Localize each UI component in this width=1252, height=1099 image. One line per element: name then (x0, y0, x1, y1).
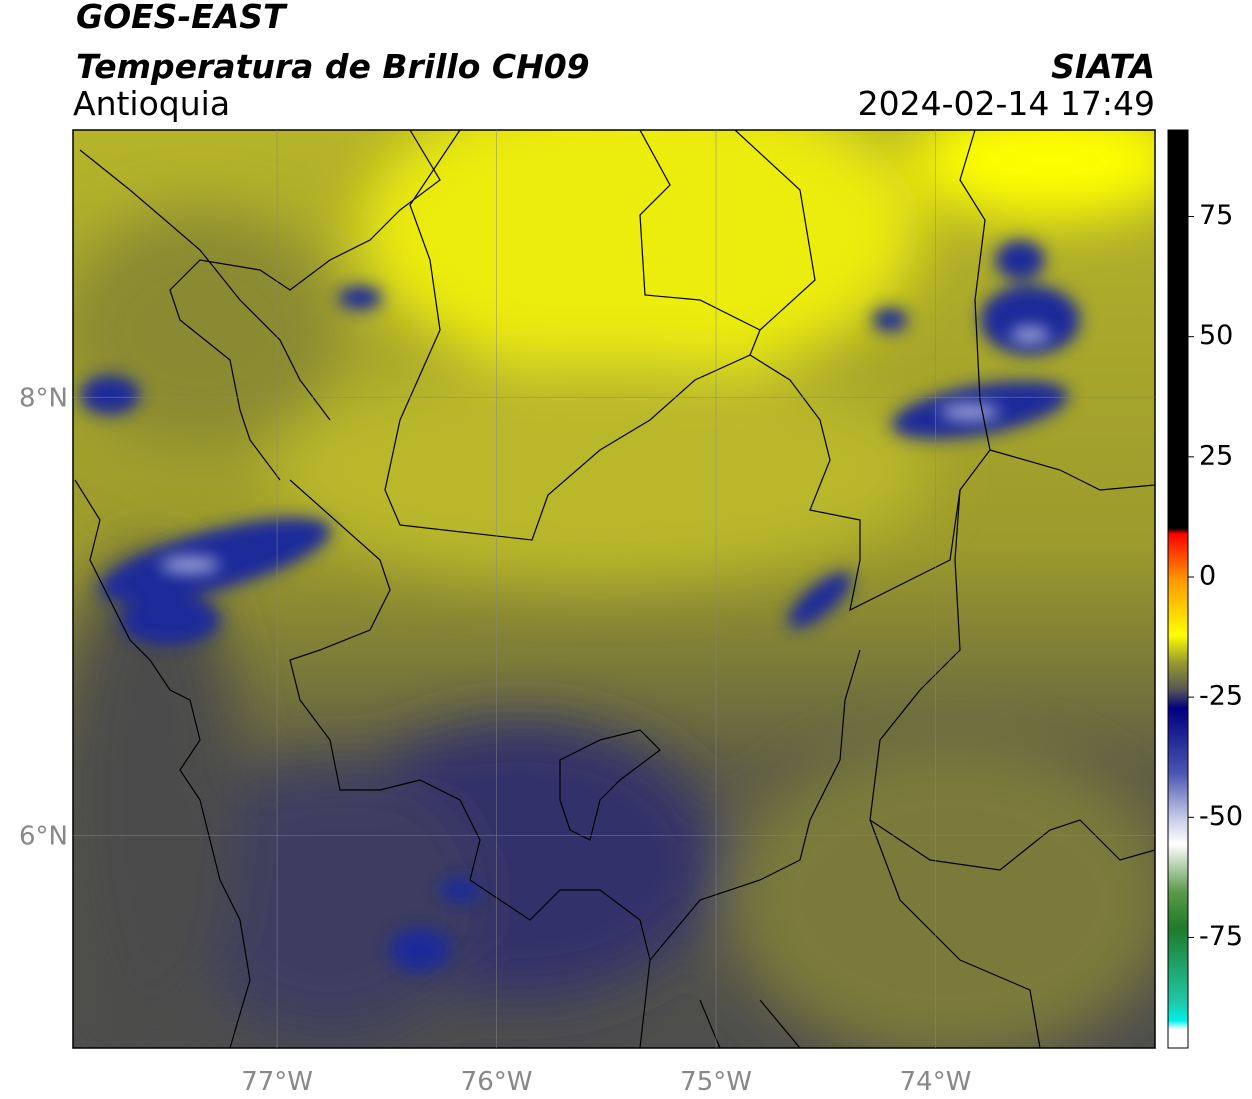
source: SIATA (1051, 47, 1155, 86)
colorbar-tick-label: -50 (1199, 801, 1243, 832)
title: GOES-EAST (76, 0, 288, 36)
colorbar-tick-label: 75 (1199, 200, 1233, 231)
colorbar-tick-label: 50 (1199, 320, 1233, 351)
colorbar-tick-label: 0 (1199, 560, 1216, 591)
region: Antioquia (73, 84, 230, 123)
colorbar-tick-label: 25 (1199, 440, 1233, 471)
y-tick-label: 8°N (19, 383, 68, 413)
x-tick-label: 75°W (680, 1067, 752, 1097)
map-image (73, 130, 1155, 1048)
x-tick-label: 76°W (461, 1067, 533, 1097)
colorbar-tick-label: -25 (1199, 681, 1243, 712)
datetime: 2024-02-14 17:49 (858, 84, 1155, 123)
y-tick-label: 6°N (19, 821, 68, 851)
colorbar (1167, 129, 1189, 1049)
map-frame (72, 129, 1156, 1049)
x-tick-label: 74°W (900, 1067, 972, 1097)
x-tick-label: 77°W (241, 1067, 313, 1097)
colorbar-tick-label: -75 (1199, 921, 1243, 952)
subtitle: Temperatura de Brillo CH09 (76, 47, 590, 86)
